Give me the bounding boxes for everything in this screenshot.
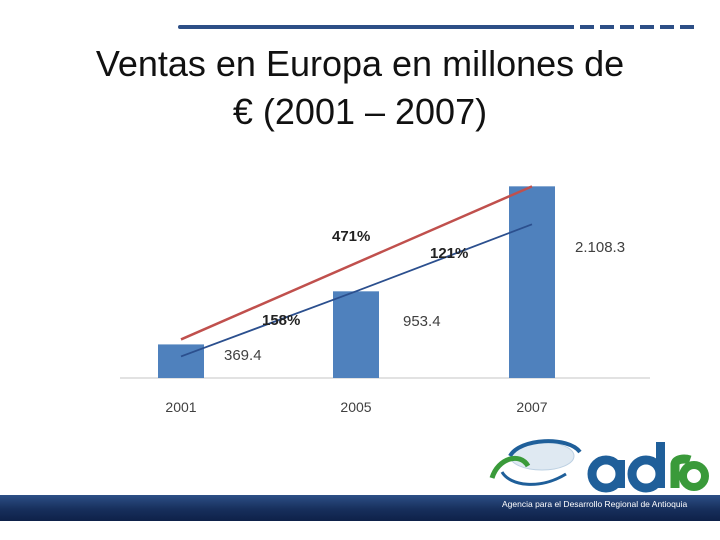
growth-annotation-158pct: 158% — [262, 312, 300, 329]
adra-logo — [489, 439, 709, 493]
slide-title-line-2: € (2001 – 2007) — [232, 91, 488, 132]
bar-2007 — [509, 186, 555, 378]
sales-chart: 2001 2005 2007 369.4 953.4 2.108.3 158% 121% 471… — [120, 185, 650, 415]
data-label-2005: 953.4 — [403, 313, 441, 330]
x-tick-label-2005: 2005 — [340, 399, 371, 415]
footer-band — [0, 495, 720, 521]
bar-2005 — [333, 291, 379, 378]
trend-line-red — [180, 185, 533, 341]
growth-annotation-471pct: 471% — [332, 228, 370, 245]
slide-title-line-1: Ventas en Europa en millones de — [95, 43, 625, 84]
title-decoration-rule — [178, 25, 700, 29]
logo-wordmark-adra — [587, 442, 709, 493]
x-tick-label-2001: 2001 — [165, 399, 196, 415]
logo-swoosh-icon — [489, 439, 582, 486]
trend-line-blue — [180, 223, 533, 358]
logo-caption: Agencia para el Desarrollo Regional de A… — [502, 499, 688, 509]
growth-annotation-121pct: 121% — [430, 245, 468, 262]
slide-title: Ventas en Europa en millones de € (2001 … — [20, 40, 700, 136]
data-label-2007: 2.108.3 — [575, 239, 625, 256]
x-tick-label-2007: 2007 — [516, 399, 547, 415]
data-label-2001: 369.4 — [224, 347, 262, 364]
bar-2001 — [158, 344, 204, 378]
